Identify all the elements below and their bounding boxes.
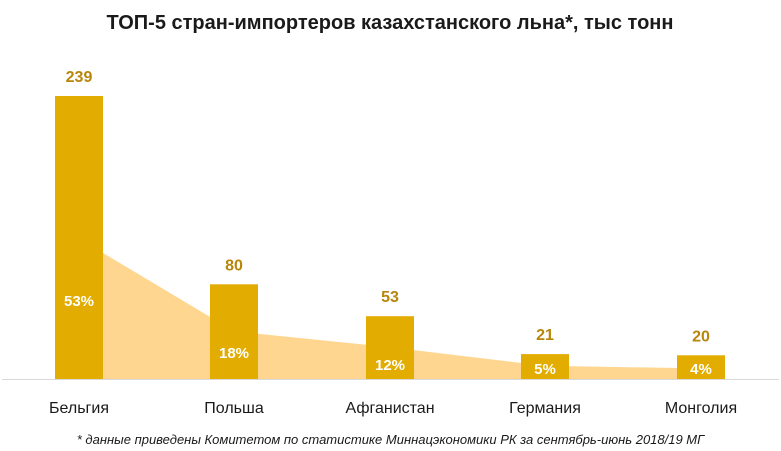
bar-value-label: 53 xyxy=(381,289,399,306)
bar-value-label: 80 xyxy=(225,257,243,274)
share-label: 5% xyxy=(534,361,556,378)
category-label: Бельгия xyxy=(49,400,109,417)
share-label: 4% xyxy=(690,361,712,378)
share-label: 18% xyxy=(219,345,249,362)
bar xyxy=(210,284,258,379)
bar-value-label: 21 xyxy=(536,327,554,344)
bar xyxy=(366,316,414,379)
chart-title: ТОП-5 стран-импортеров казахстанского ль… xyxy=(106,12,674,34)
category-label: Афганистан xyxy=(345,400,434,417)
bar xyxy=(677,355,725,379)
footnote: * данные приведены Комитетом по статисти… xyxy=(76,432,705,447)
category-label: Германия xyxy=(509,400,581,417)
bar xyxy=(55,96,103,379)
category-label: Монголия xyxy=(665,400,737,417)
category-label: Польша xyxy=(204,400,264,417)
share-label: 12% xyxy=(375,357,405,374)
bar-value-label: 239 xyxy=(66,69,93,86)
share-label: 53% xyxy=(64,293,94,310)
bar xyxy=(521,354,569,379)
bar-value-label: 20 xyxy=(692,328,710,345)
